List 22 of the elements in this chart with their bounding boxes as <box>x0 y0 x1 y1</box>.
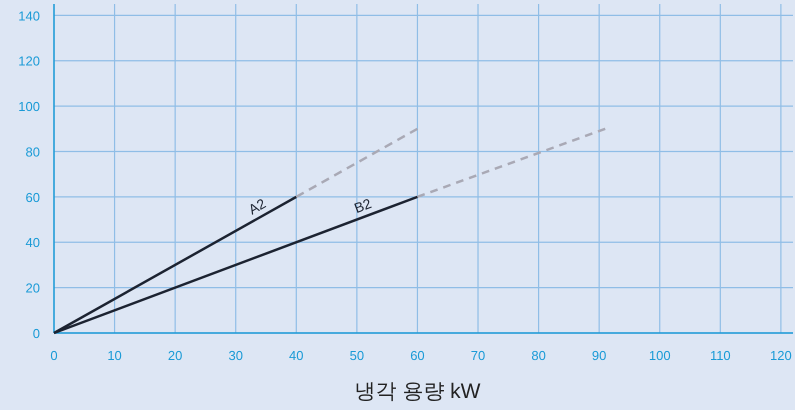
y-tick-label: 80 <box>26 144 40 160</box>
x-tick-label: 100 <box>648 348 671 363</box>
y-tick-label: 0 <box>32 326 40 341</box>
y-tick-label: 60 <box>26 190 40 205</box>
y-tick-label: 140 <box>18 8 40 24</box>
x-tick-label: 70 <box>470 348 486 363</box>
x-axis-title: 냉각 용량 kW <box>354 380 481 403</box>
y-tick-label: 20 <box>26 280 40 296</box>
x-tick-label: 40 <box>289 348 304 363</box>
x-tick-label: 120 <box>770 348 792 363</box>
x-tick-label: 10 <box>107 348 122 363</box>
y-tick-label: 100 <box>18 99 40 114</box>
x-tick-label: 80 <box>531 348 546 363</box>
x-tick-label: 20 <box>168 348 182 363</box>
y-tick-label: 120 <box>18 54 40 69</box>
x-tick-label: 60 <box>410 348 425 363</box>
x-tick-label: 30 <box>228 348 243 363</box>
x-tick-label: 50 <box>350 348 364 363</box>
x-tick-label: 90 <box>592 348 606 363</box>
x-tick-label: 110 <box>710 348 731 363</box>
x-tick-label: 0 <box>50 348 58 363</box>
y-tick-label: 40 <box>26 235 40 250</box>
